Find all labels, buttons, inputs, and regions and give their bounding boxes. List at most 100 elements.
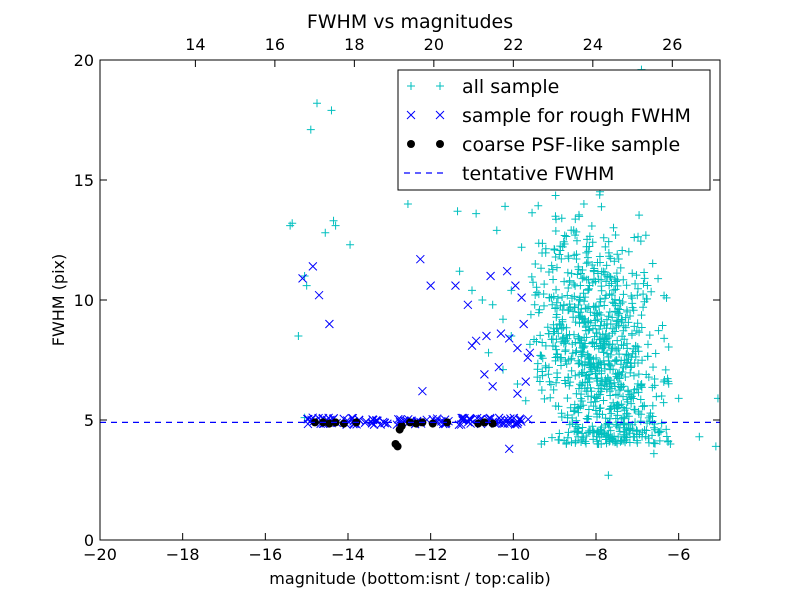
all-sample-point bbox=[521, 396, 530, 405]
all-sample-point bbox=[627, 292, 636, 301]
all-sample-point bbox=[603, 419, 612, 428]
all-sample-point bbox=[574, 428, 583, 437]
all-sample-point bbox=[534, 201, 543, 210]
all-sample-point bbox=[562, 232, 571, 241]
all-sample-point bbox=[536, 331, 545, 340]
all-sample-point bbox=[549, 320, 558, 329]
all-sample-point bbox=[629, 394, 638, 403]
all-sample-point bbox=[614, 391, 623, 400]
all-sample-point bbox=[551, 356, 560, 365]
all-sample-point bbox=[695, 432, 704, 441]
all-sample-point bbox=[577, 438, 586, 447]
all-sample-point bbox=[604, 356, 613, 365]
all-sample-point bbox=[594, 275, 603, 284]
x-tick-label: −10 bbox=[496, 545, 530, 564]
all-sample-point bbox=[622, 409, 631, 418]
all-sample-point bbox=[611, 370, 620, 379]
rough-sample-point bbox=[415, 254, 425, 264]
all-sample-point bbox=[530, 300, 539, 309]
all-sample-point bbox=[582, 333, 591, 342]
rough-sample-point bbox=[504, 334, 514, 343]
all-sample-point bbox=[499, 365, 507, 374]
all-sample-point bbox=[552, 263, 561, 272]
top-tick-label: 18 bbox=[344, 35, 364, 54]
all-sample-point bbox=[552, 285, 561, 294]
all-sample-point bbox=[606, 320, 615, 329]
all-sample-point bbox=[545, 377, 554, 386]
all-sample-point bbox=[666, 440, 675, 448]
all-sample-point bbox=[635, 211, 644, 220]
rough-sample-point bbox=[372, 416, 381, 426]
all-sample-point bbox=[294, 332, 303, 340]
all-sample-point bbox=[574, 308, 583, 317]
all-sample-point bbox=[557, 214, 566, 223]
all-sample-point bbox=[654, 274, 663, 283]
all-sample-point bbox=[557, 254, 566, 263]
all-sample-point bbox=[403, 200, 412, 208]
all-sample-point bbox=[605, 405, 614, 414]
legend: all sample sample for rough FWHM coarse … bbox=[397, 69, 711, 191]
all-sample-point bbox=[620, 414, 629, 423]
all-sample-point bbox=[640, 274, 649, 283]
all-sample-point bbox=[534, 308, 543, 317]
all-sample-point bbox=[578, 274, 587, 283]
all-sample-point bbox=[559, 237, 568, 246]
all-sample-point bbox=[543, 323, 552, 332]
all-sample-point bbox=[589, 426, 598, 435]
all-sample-point bbox=[595, 404, 604, 413]
all-sample-point bbox=[578, 350, 587, 359]
all-sample-point bbox=[644, 438, 653, 447]
x-tick-label: −6 bbox=[667, 545, 691, 564]
all-sample-point bbox=[561, 345, 570, 354]
rough-sample-point bbox=[308, 262, 318, 271]
all-sample-point bbox=[615, 309, 624, 318]
x-tick-label: −8 bbox=[584, 545, 608, 564]
all-sample-point bbox=[484, 348, 493, 357]
all-sample-point bbox=[660, 334, 669, 343]
all-sample-point bbox=[565, 381, 574, 390]
all-sample-point bbox=[619, 341, 628, 350]
all-sample-point bbox=[596, 426, 605, 435]
all-sample-point bbox=[517, 243, 526, 252]
rough-sample-point bbox=[383, 419, 392, 429]
rough-sample-point bbox=[502, 266, 512, 276]
all-sample-point bbox=[468, 286, 476, 295]
all-sample-point bbox=[578, 314, 587, 323]
all-sample-point bbox=[633, 291, 642, 300]
all-sample-point bbox=[563, 268, 572, 277]
all-sample-point bbox=[558, 292, 567, 301]
plot-marks bbox=[100, 65, 720, 480]
all-sample-point bbox=[640, 268, 649, 277]
all-sample-point bbox=[540, 280, 549, 289]
all-sample-point bbox=[584, 405, 593, 414]
all-sample-point bbox=[570, 427, 579, 436]
all-sample-point bbox=[602, 315, 611, 324]
legend-x-marker bbox=[406, 110, 416, 120]
all-sample-point bbox=[624, 387, 633, 396]
all-sample-point bbox=[622, 430, 631, 439]
all-sample-point bbox=[613, 374, 622, 383]
all-sample-point bbox=[604, 471, 613, 480]
psf-sample-point bbox=[488, 419, 497, 428]
all-sample-point bbox=[636, 395, 645, 404]
all-sample-point bbox=[565, 300, 574, 309]
all-sample-point bbox=[588, 422, 597, 431]
all-sample-point bbox=[633, 427, 642, 436]
all-sample-point bbox=[601, 242, 610, 251]
all-sample-point bbox=[606, 254, 615, 263]
all-sample-point bbox=[650, 420, 659, 429]
all-sample-point bbox=[321, 228, 330, 237]
all-sample-point bbox=[597, 267, 606, 276]
all-sample-point bbox=[575, 319, 584, 328]
all-sample-point bbox=[607, 409, 616, 418]
all-sample-point bbox=[619, 403, 628, 412]
all-sample-point bbox=[592, 432, 601, 441]
x-tick-label: −12 bbox=[414, 545, 448, 564]
all-sample-point bbox=[606, 273, 615, 282]
all-sample-point bbox=[606, 426, 615, 435]
all-sample-point bbox=[674, 394, 683, 403]
all-sample-point bbox=[545, 293, 554, 302]
rough-sample-point bbox=[467, 341, 477, 350]
all-sample-point bbox=[610, 378, 619, 387]
all-sample-point bbox=[631, 342, 640, 351]
